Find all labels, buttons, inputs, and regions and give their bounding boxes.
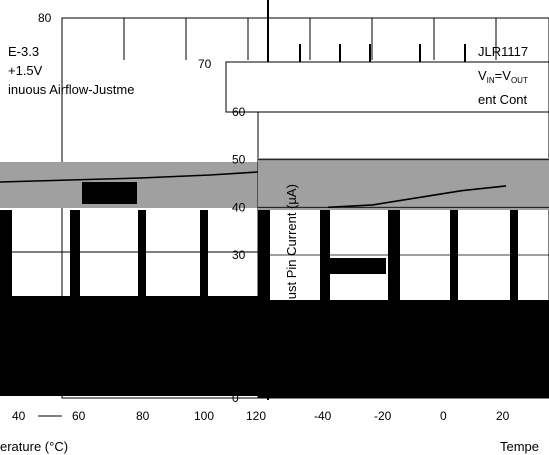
front-y-tick: 0 xyxy=(232,391,239,405)
front-black-band xyxy=(258,300,549,398)
back-vertical-bar xyxy=(0,210,12,296)
front-y-tick: 20 xyxy=(232,296,246,310)
back-title-line: inuous Airflow-Justme xyxy=(8,82,134,97)
back-vertical-bar xyxy=(138,210,146,296)
front-vertical-bar xyxy=(258,210,270,300)
front-x-tick: -40 xyxy=(314,409,332,423)
front-gray-band xyxy=(258,158,549,210)
front-x-tick: 20 xyxy=(496,409,510,423)
back-title-line: E-3.3 xyxy=(8,44,39,59)
front-header-line: JLR1117 xyxy=(478,44,528,59)
front-header-line: ent Cont xyxy=(478,92,528,107)
back-x-tick: 60 xyxy=(72,409,86,423)
back-x-tick: 100 xyxy=(194,409,214,423)
front-x-label: Tempe xyxy=(500,439,539,454)
back-x-tick: 40 xyxy=(12,409,26,423)
front-vertical-bar xyxy=(510,210,518,300)
front-y-tick: 60 xyxy=(232,105,246,119)
back-x-tick: 120 xyxy=(246,409,266,423)
front-x-tick: -20 xyxy=(374,409,392,423)
back-title-line: +1.5V xyxy=(8,63,43,78)
front-y-axis-label: Adjust Pin Current (µA) xyxy=(284,184,299,318)
back-series-line xyxy=(0,171,259,183)
back-x-tick: 80 xyxy=(136,409,150,423)
front-dark-block xyxy=(330,258,386,274)
back-dark-block xyxy=(82,182,137,204)
back-black-band xyxy=(0,296,258,396)
front-upper-y-tick: 70 xyxy=(198,57,212,71)
front-vertical-bar xyxy=(388,210,400,300)
front-y-tick: 10 xyxy=(232,343,246,357)
front-y-tick: 50 xyxy=(232,153,246,167)
back-x-label: erature (°C) xyxy=(0,439,68,454)
back-y-tick: 80 xyxy=(38,11,52,25)
front-y-tick: 40 xyxy=(232,200,246,214)
front-x-tick: 0 xyxy=(440,409,447,423)
front-y-tick: 30 xyxy=(232,248,246,262)
front-vertical-bar xyxy=(320,210,330,300)
back-vertical-bar xyxy=(200,210,208,296)
front-vertical-bar xyxy=(450,210,458,300)
back-vertical-bar xyxy=(70,210,80,296)
front-series-line xyxy=(327,185,507,209)
